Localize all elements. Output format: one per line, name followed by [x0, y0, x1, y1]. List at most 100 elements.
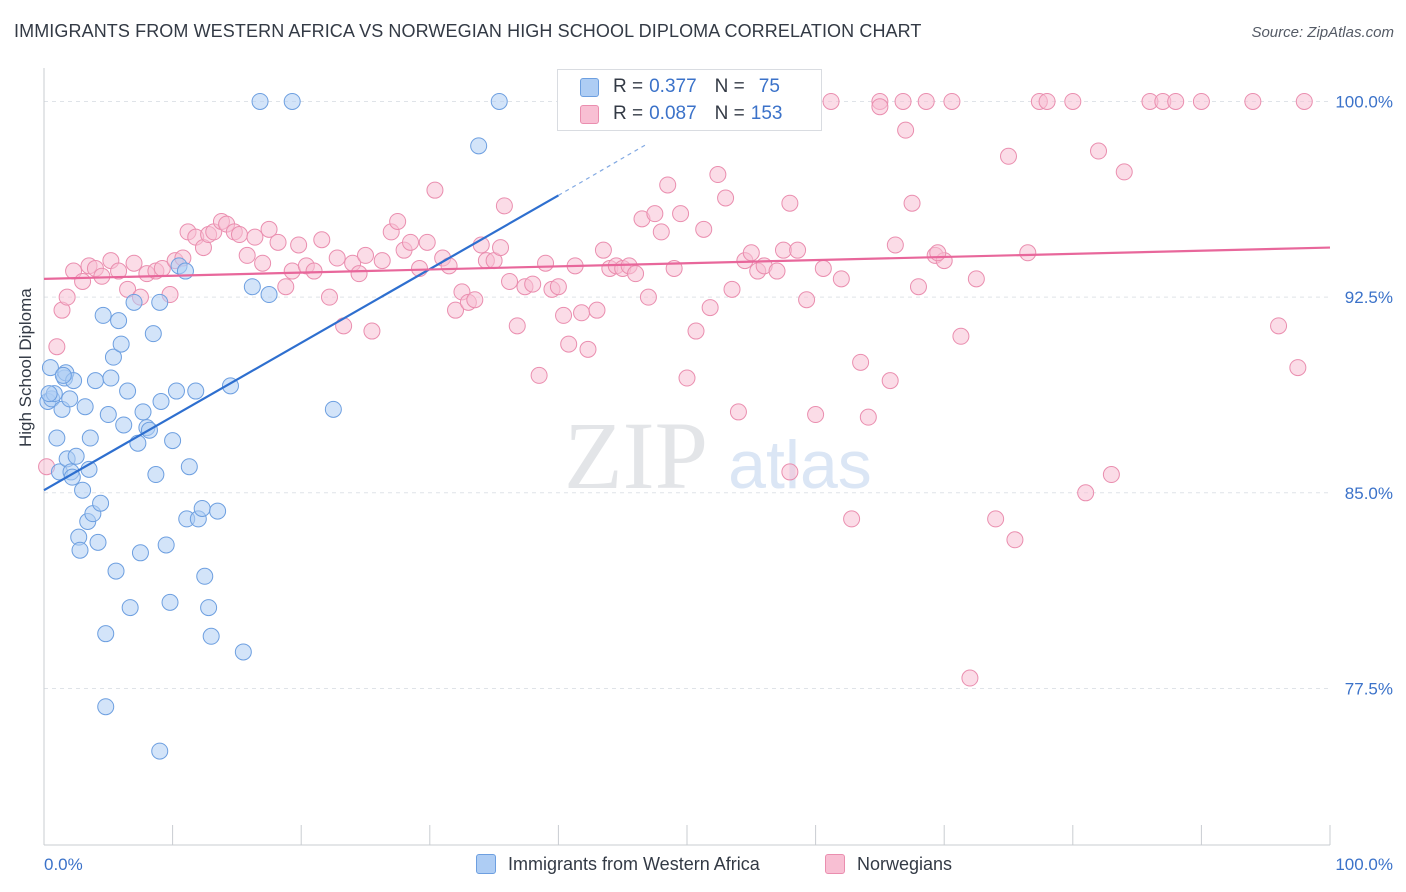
norwegians-point [627, 265, 645, 283]
norwegians-point [1090, 142, 1108, 160]
western-africa-point [121, 599, 139, 617]
legend-swatch-blue [476, 854, 496, 874]
norwegians-point [466, 291, 484, 309]
norwegians-point [501, 272, 519, 290]
norwegians-point [967, 270, 985, 288]
stats-swatch-blue [580, 77, 599, 97]
legend-label: Immigrants from Western Africa [508, 853, 760, 874]
norwegians-point [269, 233, 287, 251]
western-africa-point [97, 698, 115, 716]
legend-item-western-africa: Immigrants from Western Africa [476, 851, 760, 877]
y-tick-label: 100.0% [1335, 92, 1393, 111]
western-africa-point [76, 398, 94, 416]
norwegians-point [74, 272, 92, 290]
stats-n-value: 75 [758, 76, 780, 97]
norwegians-point [290, 236, 308, 254]
western-africa-point [187, 382, 205, 400]
norwegians-point [742, 244, 760, 262]
western-africa-point [86, 372, 104, 390]
norwegians-point [313, 231, 331, 249]
chart-source: Source: ZipAtlas.com [1251, 24, 1394, 41]
norwegians-point [843, 510, 861, 528]
norwegians-point [1167, 92, 1185, 110]
western-africa-point [61, 390, 79, 408]
norwegians-point [798, 291, 816, 309]
norwegians-point [373, 252, 391, 270]
norwegians-point [1077, 484, 1095, 502]
norwegians-point [402, 233, 420, 251]
norwegians-point [832, 270, 850, 288]
norwegians-point [363, 322, 381, 340]
western-africa-point [104, 348, 122, 366]
norwegians-trend-line [43, 246, 1331, 280]
norwegians-point [943, 92, 961, 110]
western-africa-point [209, 502, 227, 520]
stats-n-label: N = [714, 76, 745, 97]
watermark: ZIP atlas [564, 402, 872, 509]
western-africa-point [193, 499, 211, 517]
western-africa-point [71, 541, 89, 559]
western-africa-point [97, 625, 115, 643]
norwegians-point [283, 262, 301, 280]
norwegians-point [903, 194, 921, 212]
norwegians-point [246, 228, 264, 246]
norwegians-point [357, 246, 374, 264]
western-africa-point [147, 466, 165, 484]
watermark-atlas: atlas [728, 427, 872, 503]
western-africa-point [48, 429, 66, 447]
norwegians-point [277, 278, 295, 296]
stats-r-value: 0.377 [649, 76, 697, 97]
norwegians-point [886, 236, 904, 254]
norwegians-point [524, 275, 542, 293]
western-africa-point [490, 92, 508, 110]
western-africa-point [131, 544, 149, 562]
norwegians-point [1289, 359, 1307, 377]
western-africa-point [102, 369, 120, 387]
norwegians-point [335, 317, 353, 335]
norwegians-point [58, 288, 76, 306]
norwegians-point [48, 338, 66, 356]
norwegians-point [555, 306, 573, 324]
norwegians-point [929, 244, 947, 262]
axes [43, 68, 1331, 846]
norwegians-point [1064, 92, 1082, 110]
norwegians-point [389, 212, 407, 230]
norwegians-point [238, 246, 256, 264]
western-africa-point [151, 293, 169, 311]
norwegians-point [588, 301, 606, 319]
western-africa-point [470, 137, 488, 155]
western-africa-point [112, 335, 130, 353]
norwegians-point [678, 369, 696, 387]
norwegians-point [328, 249, 346, 267]
norwegians-point [717, 189, 735, 207]
norwegians-point [894, 92, 912, 110]
western-africa-point [63, 468, 81, 486]
norwegians-point [1019, 244, 1037, 262]
stats-r-label: R = [613, 76, 644, 97]
western-africa-point [125, 293, 143, 311]
norwegians-point [774, 241, 792, 259]
western-africa-point [200, 599, 218, 617]
western-africa-point [89, 533, 107, 551]
chart-title: IMMIGRANTS FROM WESTERN AFRICA VS NORWEG… [14, 21, 922, 41]
norwegians-point [789, 241, 807, 259]
western-africa-point [144, 325, 162, 343]
western-africa-point [74, 481, 92, 499]
norwegians-point [687, 322, 705, 340]
norwegians-point [305, 262, 323, 280]
norwegians-point [125, 254, 143, 272]
stats-n-value: 153 [750, 103, 783, 124]
norwegians-point [768, 262, 786, 280]
norwegians-point [1115, 163, 1133, 181]
norwegians-point [1102, 466, 1120, 484]
western-africa-point [115, 416, 133, 434]
norwegians-point [987, 510, 1005, 528]
western-africa-point [180, 458, 198, 476]
x-tick-label-min: 0.0% [44, 855, 83, 874]
western-africa-point [81, 429, 99, 447]
norwegians-point [1038, 92, 1056, 110]
western-africa-point [260, 286, 278, 304]
western-africa-point [167, 382, 185, 400]
western-africa-point [99, 406, 117, 424]
